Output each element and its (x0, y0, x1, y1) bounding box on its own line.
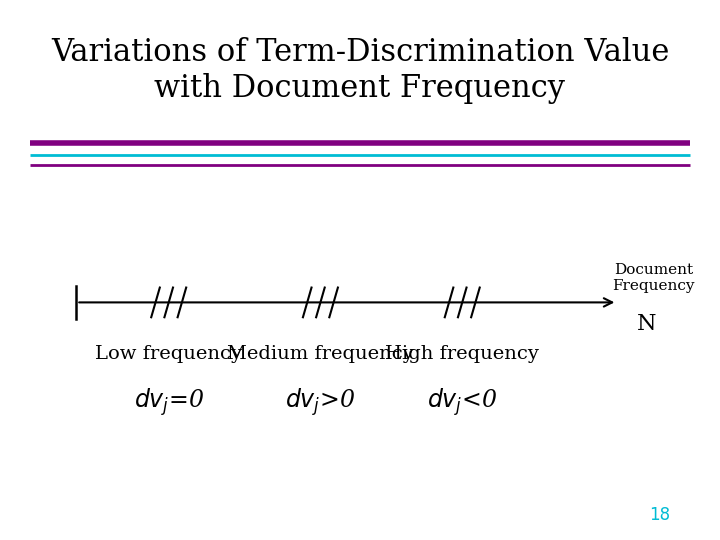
Text: Medium frequency: Medium frequency (227, 345, 414, 363)
Text: Variations of Term-Discrimination Value
with Document Frequency: Variations of Term-Discrimination Value … (51, 37, 669, 104)
Text: $dv_j$<0: $dv_j$<0 (427, 387, 498, 418)
Text: 18: 18 (649, 506, 670, 524)
Text: $dv_j$=0: $dv_j$=0 (133, 387, 204, 418)
Text: Document
Frequency: Document Frequency (612, 263, 695, 293)
Text: $dv_j$>0: $dv_j$>0 (285, 387, 356, 418)
Text: High frequency: High frequency (385, 345, 539, 363)
Text: Low frequency: Low frequency (95, 345, 242, 363)
Text: N: N (637, 313, 657, 335)
